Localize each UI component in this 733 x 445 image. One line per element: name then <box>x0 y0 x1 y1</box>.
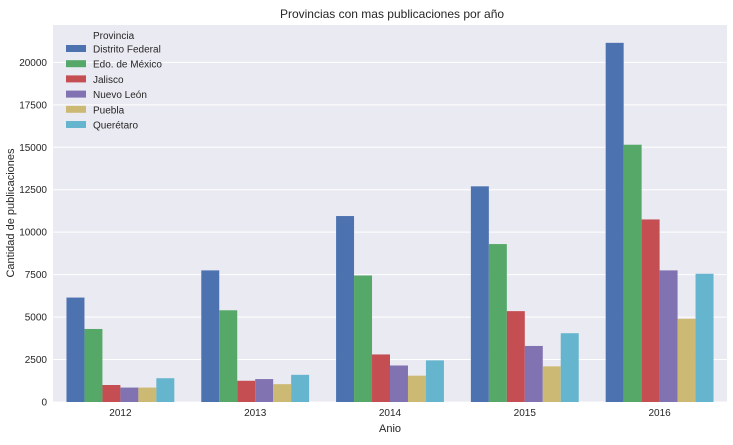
y-tick-label: 5000 <box>25 313 48 324</box>
y-tick-label: 7500 <box>25 270 48 281</box>
legend-swatch <box>66 90 86 98</box>
legend: Provincia Distrito Federal Edo. de México… <box>66 31 162 132</box>
bar-2015-2 <box>506 311 525 402</box>
bar-2016-4 <box>677 318 696 402</box>
bar-2013-0 <box>201 270 220 402</box>
y-tick-label: 15000 <box>19 143 47 154</box>
legend-label: Querétaro <box>93 121 138 132</box>
legend-label: Distrito Federal <box>93 45 161 56</box>
bar-2014-0 <box>336 216 355 402</box>
y-tick-label: 10000 <box>19 228 47 239</box>
bar-2014-4 <box>407 375 426 402</box>
bar-2013-1 <box>219 310 238 402</box>
bar-2015-1 <box>488 244 507 402</box>
bar-2015-0 <box>470 186 489 402</box>
bar-2014-3 <box>390 365 408 402</box>
legend-label: Nuevo León <box>93 90 147 101</box>
y-axis: 0 2500 5000 7500 10000 12500 15000 17500 20000 <box>19 58 47 409</box>
x-tick-label: 2015 <box>514 408 537 419</box>
x-axis-label: Anio <box>379 423 401 435</box>
chart-title: Provincias con mas publicaciones por año <box>280 7 504 21</box>
x-axis: 2012 2013 2014 2015 2016 <box>109 408 671 419</box>
bar-2014-5 <box>425 360 444 402</box>
bar-2016-1 <box>623 144 642 403</box>
bars <box>66 42 714 403</box>
legend-swatch <box>66 121 86 128</box>
legend-label: Edo. de México <box>93 60 162 71</box>
bar-2013-4 <box>273 384 292 402</box>
bar-2016-5 <box>695 273 714 402</box>
legend-swatch <box>66 105 86 113</box>
legend-label: Puebla <box>93 105 125 116</box>
bar-2012-3 <box>120 387 139 402</box>
bar-2015-5 <box>560 333 579 402</box>
bar-2012-0 <box>66 297 85 402</box>
bar-2012-4 <box>138 387 157 402</box>
x-tick-label: 2014 <box>379 408 402 419</box>
y-tick-label: 2500 <box>25 355 48 366</box>
bar-2012-5 <box>156 378 175 402</box>
bar-2012-1 <box>84 328 103 402</box>
bar-2016-2 <box>641 219 660 402</box>
y-tick-label: 12500 <box>19 185 47 196</box>
legend-swatch <box>66 75 86 83</box>
legend-label: Jalisco <box>93 75 124 86</box>
y-tick-label: 20000 <box>19 58 47 69</box>
x-tick-label: 2013 <box>244 408 267 419</box>
y-axis-label: Cantidad de publicaciones <box>5 148 17 278</box>
bar-2014-1 <box>354 275 373 402</box>
bar-2012-2 <box>102 385 121 402</box>
legend-swatch <box>66 45 86 52</box>
bar-2013-2 <box>237 380 256 402</box>
bar-2013-3 <box>255 379 274 402</box>
legend-swatch <box>66 60 86 68</box>
bar-2016-3 <box>659 270 678 402</box>
bar-2013-5 <box>291 374 310 402</box>
y-tick-label: 0 <box>41 398 47 409</box>
y-tick-label: 17500 <box>19 100 47 111</box>
bar-2016-0 <box>605 42 624 402</box>
bar-2015-4 <box>542 366 561 402</box>
bar-2014-2 <box>372 354 390 402</box>
x-tick-label: 2012 <box>109 408 132 419</box>
x-tick-label: 2016 <box>648 408 671 419</box>
legend-title: Provincia <box>93 31 135 42</box>
bar-2015-3 <box>524 345 543 402</box>
